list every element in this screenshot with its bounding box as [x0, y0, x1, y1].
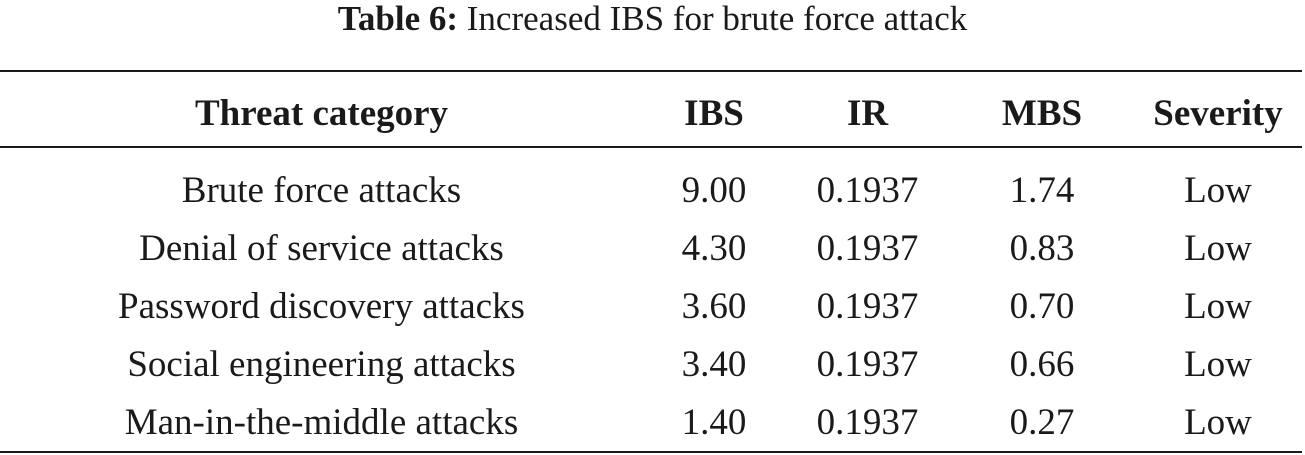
- cell-ir: 0.1937: [816, 285, 919, 327]
- table-row: Password discovery attacks 3.60 0.1937 0…: [0, 277, 1302, 335]
- cell-ibs: 4.30: [681, 227, 747, 269]
- cell-severity: Low: [1184, 285, 1252, 327]
- header-ibs: IBS: [684, 93, 744, 134]
- cell-threat-category: Password discovery attacks: [118, 285, 525, 327]
- cell-threat-category: Social engineering attacks: [127, 343, 516, 385]
- table-row: Social engineering attacks 3.40 0.1937 0…: [0, 335, 1302, 393]
- cell-ibs: 9.00: [681, 169, 747, 211]
- cell-ibs: 3.60: [681, 285, 747, 327]
- cell-ir: 0.1937: [816, 343, 919, 385]
- header-mbs: MBS: [1001, 93, 1083, 134]
- cell-severity: Low: [1184, 169, 1252, 211]
- cell-mbs: 0.70: [1009, 285, 1075, 327]
- cell-mbs: 1.74: [1009, 169, 1075, 211]
- caption-label: Table 6:: [337, 0, 459, 38]
- table-row: Denial of service attacks 4.30 0.1937 0.…: [0, 219, 1302, 277]
- top-rule: [0, 70, 1302, 72]
- header-threat-category: Threat category: [194, 93, 449, 134]
- cell-threat-category: Man-in-the-middle attacks: [124, 401, 519, 443]
- cell-ir: 0.1937: [816, 169, 919, 211]
- cell-ir: 0.1937: [816, 401, 919, 443]
- table-row: Man-in-the-middle attacks 1.40 0.1937 0.…: [0, 393, 1302, 451]
- header-rule: [0, 146, 1302, 148]
- cell-mbs: 0.27: [1009, 401, 1075, 443]
- header-ir: IR: [846, 93, 889, 134]
- cell-severity: Low: [1184, 227, 1252, 269]
- cell-severity: Low: [1184, 401, 1252, 443]
- header-row: Threat category IBS IR MBS Severity: [0, 72, 1302, 151]
- cell-ir: 0.1937: [816, 227, 919, 269]
- bottom-rule: [0, 451, 1302, 453]
- cell-mbs: 0.83: [1009, 227, 1075, 269]
- header-severity: Severity: [1153, 93, 1283, 134]
- table-row: Brute force attacks 9.00 0.1937 1.74 Low: [0, 151, 1302, 219]
- caption-text: Increased IBS for brute force attack: [458, 0, 968, 38]
- cell-threat-category: Denial of service attacks: [139, 227, 504, 269]
- cell-ibs: 1.40: [681, 401, 747, 443]
- cell-threat-category: Brute force attacks: [181, 169, 462, 211]
- threat-table: Threat category IBS IR MBS Severity Brut…: [0, 72, 1302, 451]
- cell-ibs: 3.40: [681, 343, 747, 385]
- table-caption: Table 6: Increased IBS for brute force a…: [0, 0, 1305, 42]
- cell-severity: Low: [1184, 343, 1252, 385]
- cell-mbs: 0.66: [1009, 343, 1075, 385]
